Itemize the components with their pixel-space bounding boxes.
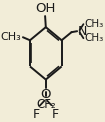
Text: CH₃: CH₃ — [1, 32, 22, 42]
Text: CF₂: CF₂ — [36, 98, 56, 111]
Text: F: F — [51, 108, 58, 121]
Text: F: F — [33, 108, 40, 121]
Text: CH₃: CH₃ — [85, 33, 104, 43]
Text: O: O — [41, 88, 51, 101]
Text: N: N — [78, 25, 87, 38]
Text: CH₃: CH₃ — [85, 19, 104, 29]
Text: OH: OH — [35, 2, 55, 15]
